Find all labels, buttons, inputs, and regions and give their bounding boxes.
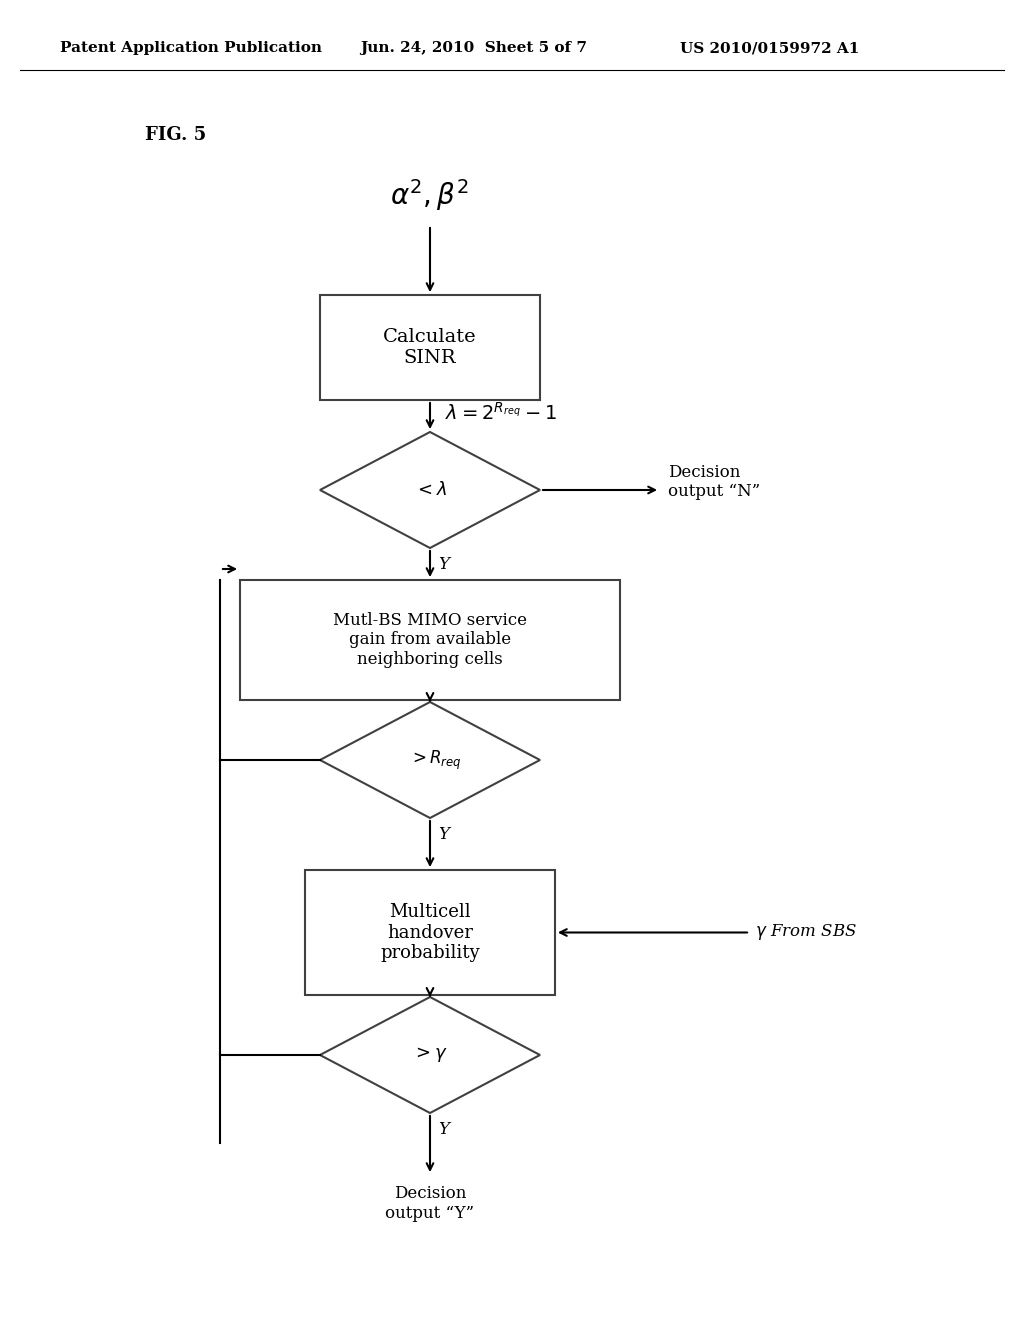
Text: $> R_{req}$: $> R_{req}$: [409, 748, 462, 772]
Text: $\gamma$ From SBS: $\gamma$ From SBS: [755, 923, 857, 942]
Text: FIG. 5: FIG. 5: [145, 125, 206, 144]
Bar: [240, 579, 620, 700]
Text: Decision
output “N”: Decision output “N”: [668, 463, 760, 500]
Text: Y: Y: [438, 1121, 449, 1138]
Text: Y: Y: [438, 826, 449, 843]
Polygon shape: [319, 997, 540, 1113]
Text: Multicell
handover
probability: Multicell handover probability: [380, 903, 480, 962]
Text: Jun. 24, 2010  Sheet 5 of 7: Jun. 24, 2010 Sheet 5 of 7: [360, 41, 587, 55]
Text: Patent Application Publication: Patent Application Publication: [60, 41, 322, 55]
Text: $> \gamma$: $> \gamma$: [413, 1045, 447, 1064]
Bar: [305, 870, 555, 995]
Text: Decision
output “Y”: Decision output “Y”: [385, 1185, 474, 1221]
Polygon shape: [319, 702, 540, 818]
Bar: [319, 294, 540, 400]
Text: US 2010/0159972 A1: US 2010/0159972 A1: [680, 41, 859, 55]
Text: $\alpha^2, \beta^2$: $\alpha^2, \beta^2$: [390, 177, 470, 213]
Text: Y: Y: [438, 556, 449, 573]
Text: $< \lambda$: $< \lambda$: [414, 480, 446, 499]
Polygon shape: [319, 432, 540, 548]
Text: Mutl-BS MIMO service
gain from available
neighboring cells: Mutl-BS MIMO service gain from available…: [333, 612, 527, 668]
Text: $\lambda = 2^{R_{req}} - 1$: $\lambda = 2^{R_{req}} - 1$: [445, 401, 557, 424]
Text: Calculate
SINR: Calculate SINR: [383, 329, 477, 367]
